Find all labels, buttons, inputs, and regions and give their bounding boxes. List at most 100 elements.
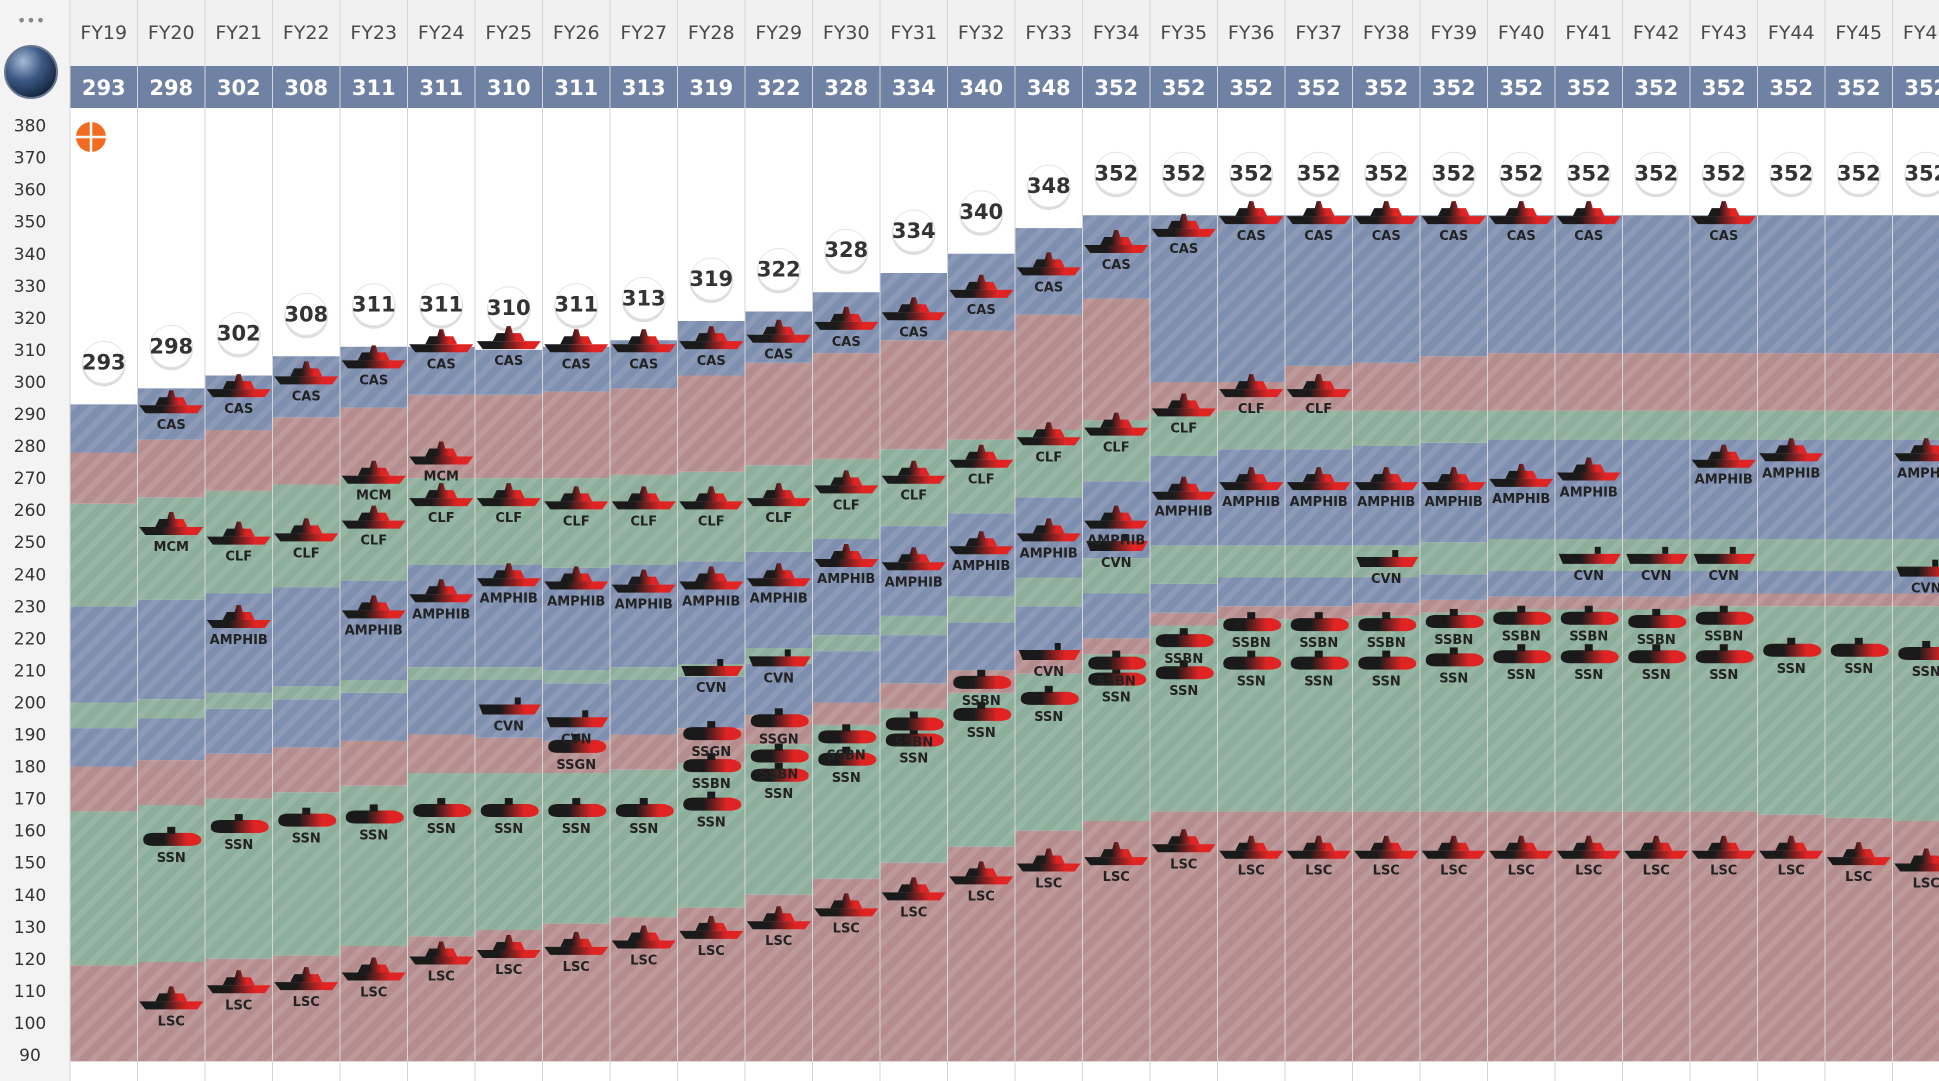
ship-marker-cas: CAS <box>1286 201 1351 244</box>
year-label-fy40[interactable]: FY40 <box>1498 22 1545 44</box>
ship-class-label: SSN <box>359 828 388 843</box>
year-label-fy27[interactable]: FY27 <box>620 22 667 44</box>
ship-class-label: SSN <box>832 771 861 786</box>
more-dots-icon[interactable]: ••• <box>17 11 45 30</box>
submarine-icon <box>1223 650 1282 670</box>
year-label-fy22[interactable]: FY22 <box>283 22 330 44</box>
globe-icon[interactable] <box>4 45 58 99</box>
year-label-fy43[interactable]: FY43 <box>1700 22 1747 44</box>
warship-icon <box>881 460 946 484</box>
carrier-icon <box>546 710 609 728</box>
total-bubble: 311 <box>419 283 464 329</box>
y-tick-label: 100 <box>14 1014 46 1034</box>
year-label-fy36[interactable]: FY36 <box>1228 22 1275 44</box>
year-label-fy31[interactable]: FY31 <box>890 22 937 44</box>
ship-class-label: LSC <box>1170 857 1197 872</box>
year-label-fy37[interactable]: FY37 <box>1295 22 1342 44</box>
warship-icon <box>814 544 879 568</box>
year-label-fy45[interactable]: FY45 <box>1835 22 1882 44</box>
ship-class-label: CVN <box>494 719 524 734</box>
year-label-fy44[interactable]: FY44 <box>1768 22 1815 44</box>
warship-icon <box>1286 835 1351 859</box>
warship-icon <box>1084 229 1149 253</box>
total-bubble: 352 <box>1701 151 1746 198</box>
warship-icon <box>274 967 339 991</box>
ship-marker-cas: CAS <box>679 326 744 369</box>
year-label-fy38[interactable]: FY38 <box>1363 22 1410 44</box>
ship-marker-ssn: SSN <box>615 798 674 837</box>
year-label-fy33[interactable]: FY33 <box>1025 22 1072 44</box>
year-label-fy21[interactable]: FY21 <box>215 22 262 44</box>
total-bubble: 352 <box>1094 151 1139 198</box>
submarine-icon <box>683 721 742 741</box>
ship-class-label: LSC <box>1710 864 1737 879</box>
ship-class-label: SSN <box>697 816 726 831</box>
year-label-fy23[interactable]: FY23 <box>350 22 397 44</box>
year-label-fy35[interactable]: FY35 <box>1160 22 1207 44</box>
ship-class-label: LSC <box>1575 864 1602 879</box>
ship-marker-ssbn: SSBN <box>1088 650 1147 690</box>
ship-class-label: SSBN <box>1299 636 1338 651</box>
carrier-icon <box>1558 546 1621 564</box>
ship-class-label: CAS <box>292 389 321 404</box>
total-bubble-value: 313 <box>622 286 666 310</box>
ship-class-label: SSGN <box>556 758 596 773</box>
submarine-icon <box>1695 605 1754 625</box>
year-label-fy29[interactable]: FY29 <box>755 22 802 44</box>
year-label-fy46[interactable]: FY46 <box>1903 22 1939 44</box>
ship-marker-cvn: CVN <box>546 710 609 747</box>
year-label-fy19[interactable]: FY19 <box>80 22 127 44</box>
ship-marker-lsc: LSC <box>611 925 676 968</box>
ship-class-label: SSN <box>1912 665 1939 680</box>
year-label-fy20[interactable]: FY20 <box>148 22 195 44</box>
total-header-value: 352 <box>1702 76 1746 100</box>
ship-class-label: LSC <box>563 960 590 975</box>
submarine-icon <box>1628 608 1687 628</box>
ship-marker-amphib: AMPHIB <box>949 531 1014 574</box>
year-label-fy24[interactable]: FY24 <box>418 22 465 44</box>
warship-icon <box>1286 201 1351 225</box>
total-header-value: 352 <box>1229 76 1273 100</box>
year-label-fy28[interactable]: FY28 <box>688 22 735 44</box>
warship-icon <box>814 306 879 330</box>
ship-class-label: CAS <box>359 373 388 388</box>
ship-marker-cvn: CVN <box>748 649 811 686</box>
ship-class-label: CVN <box>1034 665 1064 680</box>
total-bubble-value: 328 <box>824 238 868 262</box>
year-label-fy30[interactable]: FY30 <box>823 22 870 44</box>
year-label-fy26[interactable]: FY26 <box>553 22 600 44</box>
ship-class-label: SSBN <box>894 736 933 751</box>
year-label-fy32[interactable]: FY32 <box>958 22 1005 44</box>
ship-marker-mcm: MCM <box>139 511 204 555</box>
y-tick-label: 380 <box>14 117 46 137</box>
ship-class-label: AMPHIB <box>750 591 808 606</box>
ship-marker-ssn: SSN <box>1560 644 1619 683</box>
warship-icon <box>1489 201 1554 225</box>
ship-marker-amphib: AMPHIB <box>746 563 811 606</box>
carrier-icon <box>748 649 811 667</box>
ship-marker-clf: CLF <box>1084 412 1149 456</box>
pie-chart-icon[interactable] <box>76 122 106 152</box>
y-tick-label: 170 <box>14 790 46 810</box>
ship-class-label: CAS <box>427 357 456 372</box>
warship-icon <box>746 319 811 343</box>
year-label-fy34[interactable]: FY34 <box>1093 22 1140 44</box>
year-label-fy25[interactable]: FY25 <box>485 22 532 44</box>
warship-icon <box>1151 476 1216 500</box>
year-label-fy39[interactable]: FY39 <box>1430 22 1477 44</box>
ship-class-label: SSN <box>1642 668 1671 683</box>
warship-icon <box>679 566 744 590</box>
year-label-fy41[interactable]: FY41 <box>1565 22 1612 44</box>
y-tick-label: 180 <box>14 758 46 778</box>
ship-class-label: SSBN <box>1097 675 1136 690</box>
ship-marker-cvn: CVN <box>1018 642 1081 680</box>
year-label-fy42[interactable]: FY42 <box>1633 22 1680 44</box>
ship-marker-clf: CLF <box>1219 374 1284 417</box>
ship-marker-amphib: AMPHIB <box>409 579 474 622</box>
ship-class-label: CAS <box>1439 229 1468 244</box>
warship-icon <box>1354 835 1419 859</box>
ship-class-label: CLF <box>1305 402 1332 417</box>
ship-class-label: SSN <box>494 822 523 837</box>
ship-class-label: CLF <box>1238 402 1265 417</box>
